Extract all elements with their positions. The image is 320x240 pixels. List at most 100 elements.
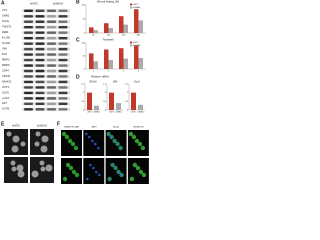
y-tick-label: 1 xyxy=(105,92,107,94)
cell xyxy=(131,134,137,140)
blot-band xyxy=(47,53,56,56)
blot-band xyxy=(47,58,56,62)
x-tick-label: 1 xyxy=(93,71,95,73)
blot-band xyxy=(58,91,68,95)
legend-swatch xyxy=(130,6,132,9)
chart-title: Wound healing (%) xyxy=(97,0,119,4)
bar xyxy=(94,105,99,110)
blot-band xyxy=(35,20,45,23)
cell xyxy=(70,141,76,147)
nucleus xyxy=(116,142,119,146)
row-label: TWIST1 xyxy=(2,25,12,29)
blot-band xyxy=(47,69,56,73)
row-label: N-CAD xyxy=(2,41,10,45)
y-tick-label: 0 xyxy=(83,110,85,112)
bar xyxy=(138,104,143,110)
column-label: shSNAI1 xyxy=(53,2,64,6)
blot-band xyxy=(58,58,68,62)
legend-swatch xyxy=(130,44,132,47)
blot-band xyxy=(35,36,45,40)
nucleus xyxy=(111,163,114,167)
x-tick-label: shNTC xyxy=(87,111,93,113)
y-tick-label: 0.5 xyxy=(103,101,107,103)
legend-swatch xyxy=(130,41,132,44)
cell xyxy=(92,166,95,170)
nucleus xyxy=(113,139,116,143)
chart-title: SNAI1 xyxy=(89,80,97,84)
y-tick-label: 0.5 xyxy=(125,101,129,103)
column-label: DAPI xyxy=(91,126,96,129)
nucleus xyxy=(108,177,111,181)
blot-band xyxy=(58,64,68,67)
chart-title: Transwell xyxy=(102,38,113,42)
cell xyxy=(31,170,39,178)
blot-strip xyxy=(22,41,70,46)
cell xyxy=(132,162,138,168)
bar xyxy=(93,61,98,69)
blot-band xyxy=(58,86,68,89)
blot-band xyxy=(24,15,33,18)
y-tick-label: 50 xyxy=(83,56,86,58)
bar xyxy=(134,9,139,33)
y-tick-label: 1 xyxy=(127,92,129,94)
blot-band xyxy=(24,36,33,40)
blot-strip xyxy=(22,36,70,40)
y-tick-label: 1 xyxy=(83,92,85,94)
blot-band xyxy=(58,97,68,100)
cell xyxy=(141,172,147,178)
cell xyxy=(40,166,46,172)
row-label: FN1 xyxy=(2,52,7,56)
row-label: CD133 xyxy=(2,74,11,78)
blot-band xyxy=(35,86,45,89)
column-label: Merge xyxy=(113,126,120,129)
bar xyxy=(108,27,113,33)
panel-letter: A xyxy=(1,0,5,6)
bar xyxy=(116,103,121,110)
blot-band xyxy=(47,26,56,29)
blot-band xyxy=(35,9,45,12)
x-tick-label: shNTC xyxy=(109,111,115,113)
cell xyxy=(45,164,53,172)
bar xyxy=(104,49,109,69)
blot-band xyxy=(24,20,33,23)
blot-band xyxy=(24,64,33,67)
blot-band xyxy=(35,75,45,78)
blot-strip xyxy=(22,63,70,68)
blot-strip xyxy=(22,19,70,24)
blot-band xyxy=(47,31,56,34)
blot-band xyxy=(47,80,56,84)
blot-band xyxy=(58,47,68,51)
x-tick-label: shSNAI1 xyxy=(115,110,121,113)
blot-band xyxy=(47,36,56,40)
blot-band xyxy=(58,75,68,78)
row-label: E-CAD xyxy=(2,36,10,40)
blot-band xyxy=(58,42,68,45)
blot-band xyxy=(35,47,45,51)
bar xyxy=(138,58,143,69)
panel-letter: D xyxy=(76,74,80,80)
blot-band xyxy=(24,102,33,106)
blot-band xyxy=(24,75,33,78)
blot-strip xyxy=(22,91,70,95)
row-label: MMP9 xyxy=(2,63,10,67)
row-label: AKT xyxy=(2,101,7,105)
row-label: NANOG xyxy=(2,79,12,83)
cell xyxy=(34,141,40,147)
x-tick-label: shSNAI1 xyxy=(137,110,143,113)
blot-band xyxy=(58,102,68,106)
nucleus xyxy=(107,132,110,136)
bar xyxy=(104,23,109,33)
panel-letter: C xyxy=(76,37,80,43)
row-label: ACTB xyxy=(2,107,9,111)
blot-band xyxy=(24,31,33,34)
y-tick-label: 0 xyxy=(105,110,107,112)
blot-strip xyxy=(22,74,70,79)
blot-band xyxy=(58,20,68,23)
bar xyxy=(93,30,98,33)
blot-band xyxy=(24,108,33,111)
chart-title: Relative mRNA xyxy=(91,75,109,79)
micrograph xyxy=(83,158,105,184)
blot-band xyxy=(47,9,56,12)
x-tick-label: 48h xyxy=(137,35,140,37)
cell xyxy=(68,165,74,171)
